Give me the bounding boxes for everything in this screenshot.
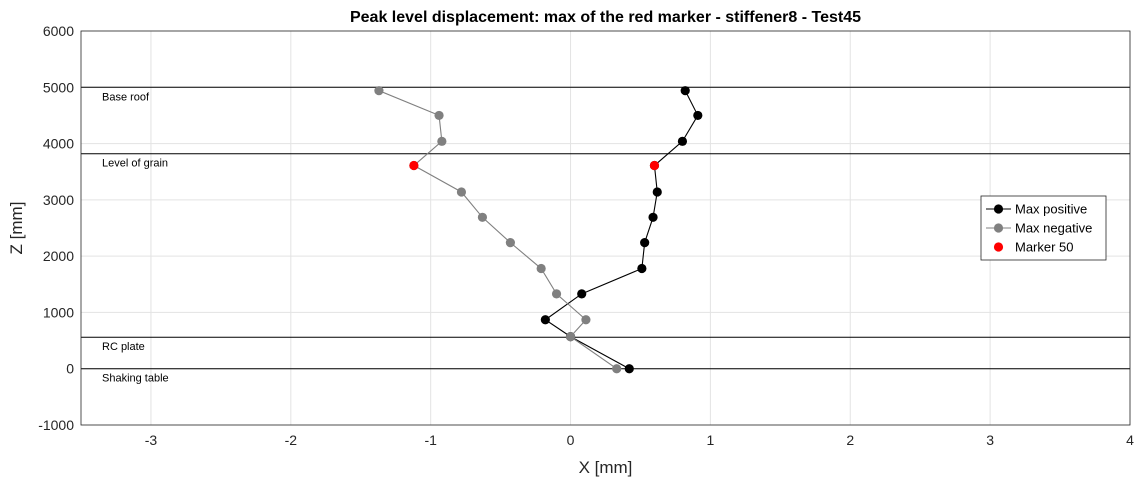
legend-label: Max negative xyxy=(1015,221,1092,236)
data-point xyxy=(612,364,621,373)
x-tick-label: 1 xyxy=(707,432,715,448)
x-tick-label: 3 xyxy=(986,432,994,448)
y-tick-label: -1000 xyxy=(38,417,74,433)
data-point xyxy=(650,161,659,170)
data-point xyxy=(648,213,657,222)
legend-marker xyxy=(994,204,1003,213)
x-tick-label: -2 xyxy=(285,432,298,448)
y-tick-label: 6000 xyxy=(43,23,74,39)
legend-marker xyxy=(994,223,1003,232)
data-point xyxy=(681,86,690,95)
y-tick-label: 1000 xyxy=(43,304,74,320)
data-point xyxy=(552,289,561,298)
data-point xyxy=(537,264,546,273)
level-label: Base roof xyxy=(102,91,150,103)
data-point xyxy=(577,289,586,298)
legend-label: Max positive xyxy=(1015,202,1087,217)
data-point xyxy=(566,332,575,341)
level-label: Shaking table xyxy=(102,373,169,385)
legend-marker xyxy=(994,242,1003,251)
data-point xyxy=(434,111,443,120)
data-point xyxy=(625,364,634,373)
data-point xyxy=(478,213,487,222)
data-point xyxy=(653,187,662,196)
legend-label: Marker 50 xyxy=(1015,240,1074,255)
plot-area xyxy=(81,31,1130,425)
y-tick-label: 0 xyxy=(66,361,74,377)
data-point xyxy=(640,238,649,247)
x-tick-label: 2 xyxy=(846,432,854,448)
x-tick-label: -3 xyxy=(145,432,158,448)
x-axis-label: X [mm] xyxy=(579,458,633,477)
data-point xyxy=(541,315,550,324)
data-point xyxy=(374,86,383,95)
x-tick-label: 4 xyxy=(1126,432,1134,448)
data-point xyxy=(506,238,515,247)
x-tick-label: -1 xyxy=(424,432,437,448)
data-point xyxy=(693,111,702,120)
x-tick-label: 0 xyxy=(567,432,575,448)
data-point xyxy=(678,137,687,146)
data-point xyxy=(637,264,646,273)
level-label: Level of grain xyxy=(102,158,168,170)
y-tick-label: 3000 xyxy=(43,192,74,208)
y-tick-label: 5000 xyxy=(43,79,74,95)
data-point xyxy=(437,137,446,146)
legend: Max positive Max negative Marker 50 xyxy=(981,196,1106,260)
data-point xyxy=(581,315,590,324)
y-axis-label: Z [mm] xyxy=(7,202,26,255)
data-point xyxy=(457,187,466,196)
chart-title: Peak level displacement: max of the red … xyxy=(350,9,861,26)
y-tick-label: 2000 xyxy=(43,248,74,264)
data-point xyxy=(409,161,418,170)
y-tick-label: 4000 xyxy=(43,136,74,152)
level-label: RC plate xyxy=(102,341,145,353)
